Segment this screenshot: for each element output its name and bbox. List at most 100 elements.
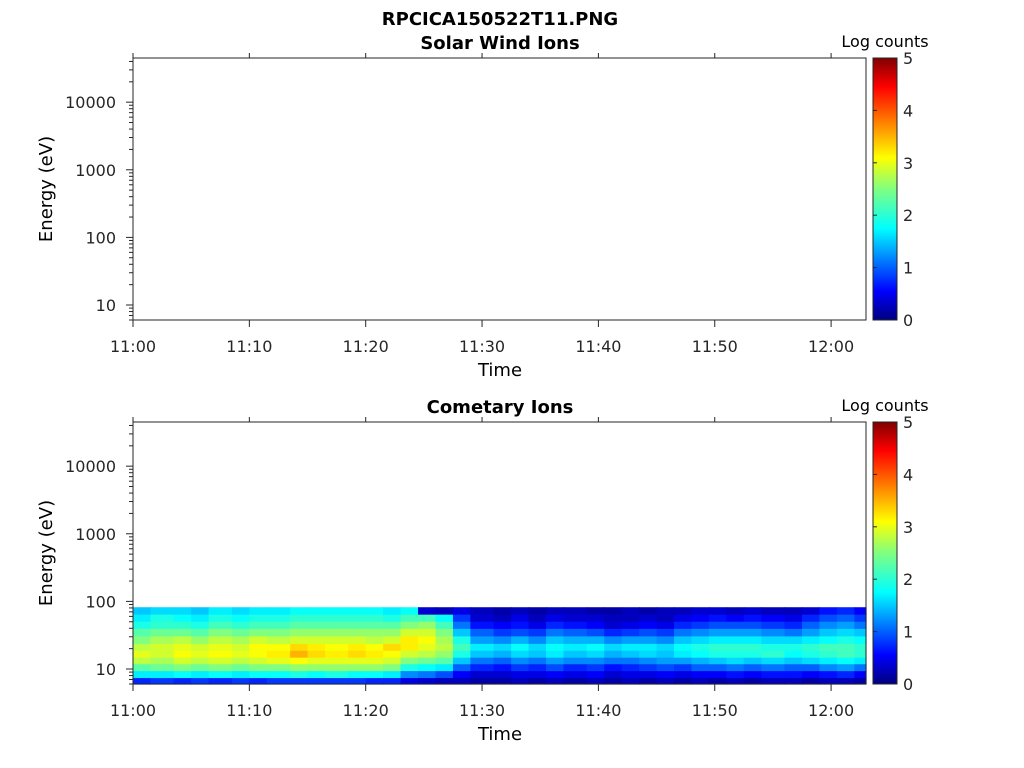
heatmap-cell [674,614,693,622]
heatmap-cell [133,607,152,615]
heatmap-cell [546,643,565,651]
heatmap-cell [173,635,192,644]
heatmap-cell [133,643,152,651]
heatmap-cell [150,677,175,685]
heatmap-cell [418,650,437,658]
heatmap-cell [639,650,658,658]
heatmap-cell [493,650,512,658]
heatmap-cell [708,635,727,644]
heatmap-cell [493,607,512,615]
heatmap-cell [435,621,454,629]
heatmap-cell [586,663,605,672]
heatmap-cell [621,628,640,637]
heatmap-cell [854,650,867,658]
heatmap-cell [674,643,693,651]
heatmap-cell [691,614,710,622]
heatmap-cell [173,650,192,658]
heatmap-cell [133,650,152,658]
heatmap-cell [365,607,384,615]
heatmap-cell [348,607,367,615]
heatmap-cell [307,628,326,637]
heatmap-cell [435,607,454,615]
heatmap-cell [708,607,727,615]
heatmap-cell [563,607,588,615]
heatmap-cell [854,643,867,651]
heatmap-cell [604,677,623,685]
heatmap-cell [604,607,623,615]
heatmap-cell [674,635,693,644]
heatmap-cell [493,621,512,629]
colorbar-tick-label: 5 [903,413,913,432]
heatmap-cell [586,643,605,651]
heatmap-cell [435,635,454,644]
heatmap-cell [150,657,175,665]
heatmap-cell [435,670,454,679]
heatmap-cell [324,607,349,615]
heatmap-cell [435,663,454,672]
heatmap-cell [656,670,675,679]
heatmap-cell [150,663,175,672]
heatmap-cell [511,607,530,615]
heatmap-cell [784,677,803,685]
heatmap-cell [290,663,309,672]
heatmap-cell [511,628,530,637]
heatmap-cell [639,677,658,685]
heatmap-cell [546,614,565,622]
heatmap-cell [604,614,623,622]
heatmap-cell [621,663,640,672]
heatmap-cell [150,628,175,637]
heatmap-cell [819,670,838,679]
heatmap-cell [761,635,786,644]
heatmap-cell [266,635,291,644]
heatmap-cell [418,628,437,637]
heatmap-cell [604,657,623,665]
y-tick-label: 10 [96,296,116,315]
heatmap-cell [418,677,437,685]
heatmap-cell [493,670,512,679]
heatmap-cell [133,677,152,685]
heatmap-cell [231,621,250,629]
heatmap-cell [365,614,384,622]
heatmap-cell [324,643,349,651]
heatmap-cell [324,628,349,637]
heatmap-cell [621,670,640,679]
heatmap-cell [470,621,495,629]
heatmap-cell [365,621,384,629]
heatmap-cell [726,663,745,672]
plot-area: 11:00 11:10 11:20 11:30 11:40 11:50 12:0010100… [65,413,913,720]
x-tick-label: 11:10 [226,701,272,720]
panel-title: Solar Wind Ions [420,33,579,54]
colorbar-tick-label: 3 [903,518,913,537]
heatmap-cell [761,614,786,622]
heatmap-cell [854,628,867,637]
heatmap-cell [836,628,855,637]
heatmap-cell [307,657,326,665]
heatmap-cell [452,607,472,615]
heatmap-cell [418,621,437,629]
heatmap-cell [307,677,326,685]
heatmap-cell [249,628,268,637]
heatmap-cell [511,663,530,672]
heatmap-cell [708,621,727,629]
heatmap-cell [563,663,588,672]
heatmap-cell [266,657,291,665]
heatmap-cell [743,614,762,622]
heatmap-cell [621,643,640,651]
heatmap-cell [743,657,762,665]
heatmap-cell [470,650,495,658]
heatmap-cell [231,628,250,637]
heatmap-cell [528,670,547,679]
heatmap-cell [546,670,565,679]
heatmap-cell [191,650,210,658]
heatmap-cell [418,643,437,651]
heatmap-cell [231,614,250,622]
heatmap-cell [266,607,291,615]
heatmap-cell [383,670,402,679]
heatmap-cell [656,663,675,672]
heatmap-cell [528,607,547,615]
heatmap-cell [511,635,530,644]
heatmap-cell [290,628,309,637]
heatmap-cell [586,628,605,637]
heatmap-cell [639,670,658,679]
heatmap-cell [470,657,495,665]
